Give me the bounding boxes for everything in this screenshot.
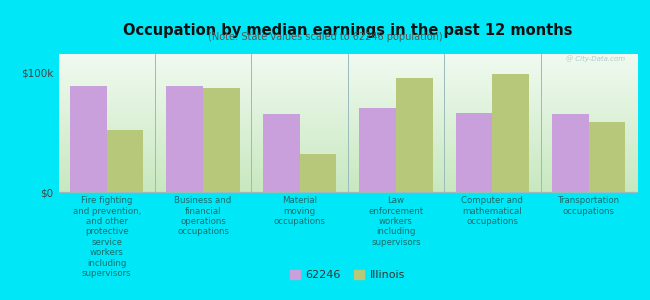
- Bar: [552, 114, 589, 192]
- Bar: [70, 86, 107, 192]
- Text: (Note: State values scaled to 62246 population): (Note: State values scaled to 62246 popu…: [208, 32, 442, 41]
- Text: @ City-Data.com: @ City-Data.com: [566, 56, 625, 62]
- Bar: [166, 86, 203, 192]
- Bar: [203, 88, 240, 192]
- Bar: [300, 154, 336, 192]
- Bar: [107, 130, 144, 192]
- Bar: [263, 114, 300, 192]
- Bar: [359, 108, 396, 192]
- Bar: [493, 74, 529, 192]
- Title: Occupation by median earnings in the past 12 months: Occupation by median earnings in the pas…: [123, 22, 573, 38]
- Bar: [589, 122, 625, 192]
- Legend: 62246, Illinois: 62246, Illinois: [290, 270, 406, 280]
- Bar: [396, 78, 433, 192]
- Bar: [456, 113, 493, 192]
